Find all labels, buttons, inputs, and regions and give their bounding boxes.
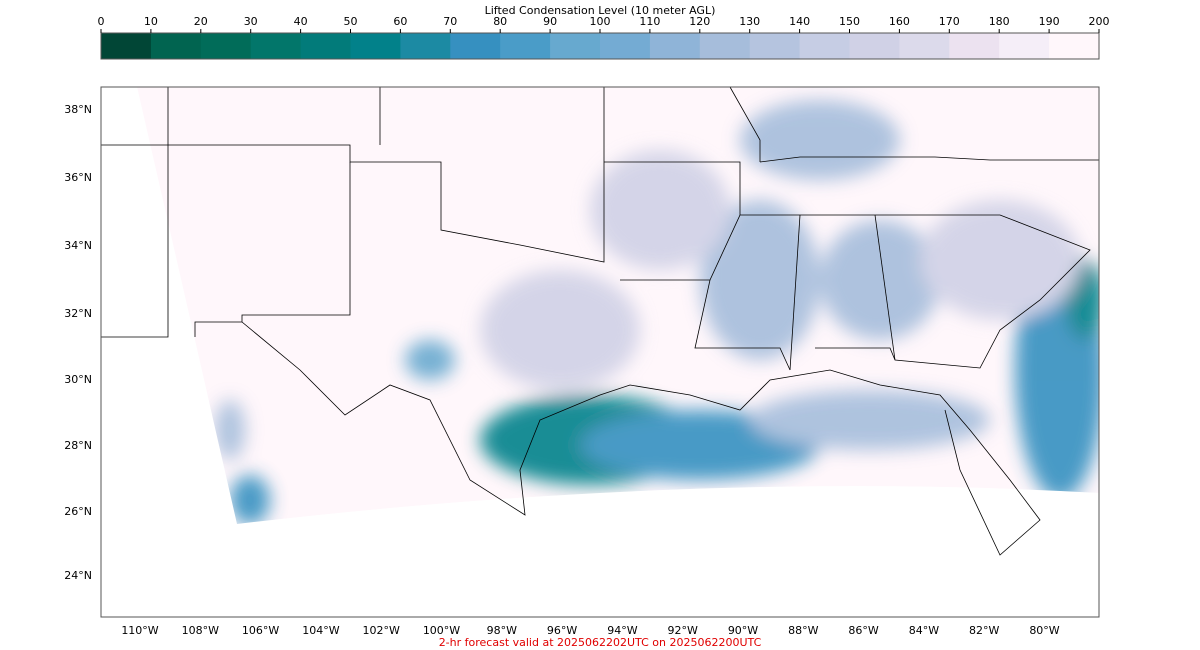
lon-label: 86°W: [848, 624, 878, 637]
lon-label: 88°W: [788, 624, 818, 637]
colorbar-cell: [350, 33, 401, 59]
colorbar-cell: [300, 33, 351, 59]
map-frame: [100, 86, 1100, 618]
colorbar-cell: [699, 33, 751, 59]
colorbar-cell: [600, 33, 651, 59]
lon-label: 104°W: [302, 624, 339, 637]
colorbar-tick-label: 80: [493, 15, 507, 28]
colorbar-tick-label: 140: [789, 15, 810, 28]
colorbar-cell: [450, 33, 501, 59]
colorbar-cell: [749, 33, 801, 59]
colorbar-tick-label: 130: [739, 15, 760, 28]
colorbar-cell: [250, 33, 302, 59]
footer: 2-hr forecast valid at 2025062202UTC on …: [439, 636, 762, 649]
colorbar-tick-label: 190: [1039, 15, 1060, 28]
lon-label: 106°W: [242, 624, 279, 637]
colorbar: 0 10 20 30 40 50 60 70 80 90 100 110 120 130 140 150 160…: [98, 15, 1110, 60]
colorbar-tick-label: 70: [443, 15, 457, 28]
lon-label: 98°W: [487, 624, 517, 637]
colorbar-cell: [150, 33, 202, 59]
lon-label: 92°W: [668, 624, 698, 637]
colorbar-cell: [500, 33, 551, 59]
colorbar-tick-label: 20: [194, 15, 208, 28]
lat-label: 32°N: [64, 307, 92, 320]
boundaries: [101, 86, 1099, 556]
colorbar-tick-label: 160: [889, 15, 910, 28]
lon-label: 100°W: [423, 624, 460, 637]
colorbar-cell: [949, 33, 1000, 59]
colorbar-tick-label: 170: [939, 15, 960, 28]
colorbar-cell: [799, 33, 850, 59]
colorbar-tick-label: 90: [543, 15, 557, 28]
lat-label: 24°N: [64, 569, 92, 582]
lat-label: 38°N: [64, 103, 92, 116]
lon-label: 80°W: [1029, 624, 1059, 637]
colorbar-tick-label: 50: [344, 15, 358, 28]
lon-label: 90°W: [728, 624, 758, 637]
colorbar-tick-label: 150: [839, 15, 860, 28]
lat-label: 30°N: [64, 373, 92, 386]
lon-label: 110°W: [121, 624, 158, 637]
colorbar-cell: [550, 33, 601, 59]
colorbar-tick-label: 10: [144, 15, 158, 28]
colorbar-cell: [101, 33, 152, 59]
lon-label: 94°W: [607, 624, 637, 637]
colorbar-cell: [649, 33, 701, 59]
lon-label: 84°W: [909, 624, 939, 637]
colorbar-tick-label: 120: [689, 15, 710, 28]
colorbar-cell: [200, 33, 252, 59]
colorbar-tick-label: 200: [1089, 15, 1110, 28]
lat-label: 28°N: [64, 439, 92, 452]
colorbar-cell: [899, 33, 950, 59]
lon-label: 102°W: [363, 624, 400, 637]
colorbar-tick-label: 180: [989, 15, 1010, 28]
colorbar-cell: [400, 33, 451, 59]
colorbar-cell: [849, 33, 900, 59]
colorbar-tick-label: 110: [639, 15, 660, 28]
lat-label: 34°N: [64, 239, 92, 252]
map-labels: 38°N 36°N 34°N 32°N 30°N 28°N 26°N 24°N 110°W 108…: [64, 103, 1060, 637]
colorbar-cell: [1049, 33, 1100, 59]
map: [100, 86, 1100, 618]
colorbar-tick-label: 30: [244, 15, 258, 28]
colorbar-cell: [999, 33, 1050, 59]
colorbar-tick-label: 40: [294, 15, 308, 28]
lat-label: 36°N: [64, 171, 92, 184]
lon-label: 82°W: [969, 624, 999, 637]
lon-label: 96°W: [547, 624, 577, 637]
colorbar-title: Lifted Condensation Level (10 meter AGL): [485, 4, 716, 17]
lon-label: 108°W: [182, 624, 219, 637]
forecast-field: [137, 87, 1099, 524]
colorbar-tick-label: 0: [98, 15, 105, 28]
lat-label: 26°N: [64, 505, 92, 518]
colorbar-tick-label: 100: [590, 15, 611, 28]
colorbar-tick-label: 60: [393, 15, 407, 28]
